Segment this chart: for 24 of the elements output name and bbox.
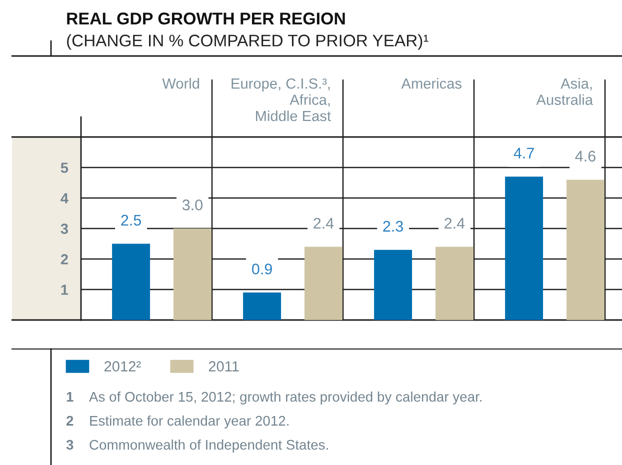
x-tick-label: World xyxy=(162,78,200,89)
text: 1 As of October 15, 2012; growth rates provided by calendar year. xyxy=(66,392,482,404)
x-tick-label: Europe, C.I.S.³, Africa, Middle East xyxy=(232,78,331,122)
y-tick-label: 4 xyxy=(60,193,68,204)
data-label: 4.7 xyxy=(514,148,534,158)
legend-label: 2012² xyxy=(104,361,141,372)
legend-label: 2011 xyxy=(208,361,239,372)
data-label: 0.9 xyxy=(252,264,272,274)
text: 3 Commonwealth of Independent States. xyxy=(66,440,328,452)
chart-subtitle: (CHANGE IN % COMPARED TO PRIOR YEAR)¹ xyxy=(67,34,428,50)
data-label: 4.6 xyxy=(575,150,596,162)
text: 2 Estimate for calendar year 2012. xyxy=(66,416,288,428)
chart-title: REAL GDP GROWTH PER REGION xyxy=(67,12,345,25)
x-tick-label: Asia, Australia xyxy=(536,78,593,105)
x-tick-label: Americas xyxy=(401,78,462,89)
data-label: 2.4 xyxy=(314,218,334,229)
data-label: 2.3 xyxy=(383,220,403,232)
y-tick-label: 5 xyxy=(60,162,68,173)
data-label: 3.0 xyxy=(182,200,203,210)
data-label: 2.5 xyxy=(121,214,142,226)
data-label: 2.4 xyxy=(444,218,465,229)
y-tick-label: 3 xyxy=(60,224,68,234)
y-tick-label: 1 xyxy=(61,284,68,295)
y-tick-label: 2 xyxy=(60,254,68,264)
